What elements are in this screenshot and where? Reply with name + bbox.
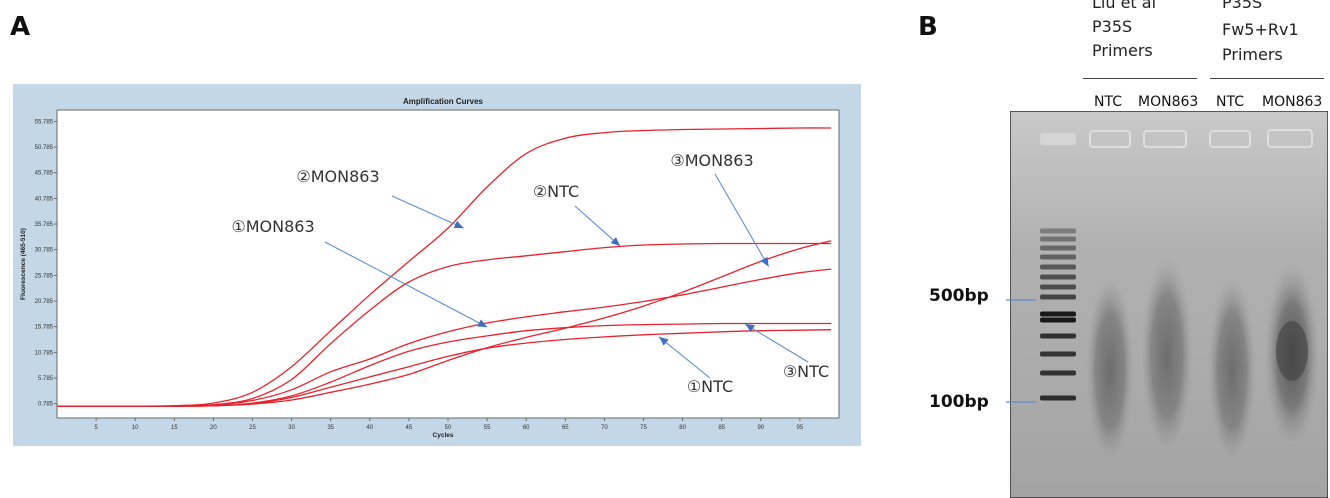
x-tick-label: 30 [288, 425, 295, 431]
lane-label-ntc-2: NTC [1216, 94, 1244, 110]
ladder-band [1040, 294, 1076, 300]
ladder-band [1040, 395, 1076, 401]
agarose-gel-image [1010, 111, 1328, 498]
ladder-band [1040, 264, 1076, 270]
y-tick-label: 20.785 [35, 299, 54, 305]
chart-title: Amplification Curves [403, 97, 484, 106]
annotation-arrow-line [744, 323, 809, 363]
annotation-arrowhead [477, 319, 488, 328]
smear-lane-1 [1086, 266, 1134, 456]
lane-label-mon863-1: MON863 [1138, 94, 1199, 110]
group1-header-line2: P35S [1092, 17, 1133, 36]
well-3 [1209, 130, 1251, 148]
annotation-label: ③NTC [783, 362, 829, 381]
ladder-band [1040, 245, 1076, 251]
y-tick-label: 10.785 [35, 350, 54, 356]
y-tick-label: 0.785 [38, 402, 54, 408]
ladder-band [1040, 351, 1076, 357]
ladder-band [1040, 370, 1076, 376]
x-tick-label: 85 [718, 425, 725, 431]
plot-area [56, 109, 840, 419]
annotation-arrowhead [610, 237, 621, 247]
group1-rule [1083, 78, 1197, 79]
y-tick-label: 50.785 [35, 145, 54, 151]
y-tick-label: 25.785 [35, 273, 54, 279]
annotation-arrowhead [745, 324, 755, 333]
annotation-label: ①MON863 [231, 217, 314, 236]
group1-header-line1: Liu et al [1092, 0, 1157, 12]
x-tick-label: 50 [445, 425, 452, 431]
x-tick-label: 15 [171, 425, 178, 431]
x-tick-label: 65 [562, 425, 569, 431]
y-tick-label: 5.785 [38, 376, 54, 382]
x-tick-label: 10 [132, 425, 139, 431]
ladder-label-500bp: 500bp [929, 286, 989, 306]
y-tick-label: 15.785 [35, 325, 54, 331]
ladder-band [1040, 254, 1076, 260]
smear-lane-4-core [1276, 321, 1308, 381]
x-tick-label: 5 [94, 425, 98, 431]
annotation-arrow-line [324, 241, 488, 328]
ladder-band [1040, 284, 1076, 290]
smear-lane-3 [1208, 266, 1256, 456]
lane-label-mon863-2: MON863 [1262, 94, 1323, 110]
ladder-band [1040, 236, 1076, 242]
annotation-label: ②MON863 [296, 167, 379, 186]
x-tick-label: 55 [484, 425, 491, 431]
x-tick-label: 60 [523, 425, 530, 431]
well-1 [1089, 130, 1131, 148]
y-tick-label: 30.785 [35, 248, 54, 254]
annotation-label: ③MON863 [670, 151, 753, 170]
y-tick-label: 55.785 [35, 119, 54, 125]
group2-header-line3: Primers [1222, 45, 1283, 64]
amplification-curve-6 [57, 240, 832, 407]
x-tick-label: 25 [249, 425, 256, 431]
dna-ladder [1040, 228, 1076, 401]
ladder-well [1040, 133, 1076, 145]
ladder-band [1040, 311, 1076, 317]
panel-b-label: B [918, 12, 938, 42]
x-tick-label: 90 [757, 425, 764, 431]
smear-lane-2 [1141, 246, 1193, 446]
panel-a-label: A [10, 12, 31, 42]
annotation-arrow-line [391, 195, 464, 229]
group2-rule [1210, 78, 1324, 79]
x-tick-label: 75 [640, 425, 647, 431]
x-tick-label: 80 [679, 425, 686, 431]
ladder-band [1040, 333, 1076, 339]
ladder-pointer-lines [1006, 299, 1036, 403]
annotation-arrowhead [659, 336, 669, 346]
x-axis-label: Cycles [433, 432, 454, 439]
x-tick-label: 70 [601, 425, 608, 431]
well-4 [1267, 129, 1313, 148]
annotation-arrowhead [760, 256, 769, 267]
x-tick-label: 35 [327, 425, 334, 431]
group1-header-line3: Primers [1092, 41, 1153, 60]
ladder-band [1040, 317, 1076, 323]
x-tick-label: 95 [797, 425, 804, 431]
y-tick-label: 40.785 [35, 196, 54, 202]
y-tick-label: 45.785 [35, 171, 54, 177]
x-tick-label: 40 [366, 425, 373, 431]
ladder-band [1040, 228, 1076, 234]
group2-header-line1: P35S [1222, 0, 1263, 12]
lane-label-ntc-1: NTC [1094, 94, 1122, 110]
amplification-curves-chart: Amplification Curves Cycles Fluorescence… [13, 84, 861, 446]
y-tick-label: 35.785 [35, 222, 54, 228]
x-tick-label: 45 [406, 425, 413, 431]
annotation-arrowhead [453, 220, 464, 229]
annotation-label: ②NTC [533, 182, 579, 201]
annotation-arrow-line [658, 336, 711, 379]
well-2 [1143, 130, 1187, 148]
group2-header-line2: Fw5+Rv1 [1222, 20, 1299, 39]
x-tick-label: 20 [210, 425, 217, 431]
ladder-label-100bp: 100bp [929, 392, 989, 412]
annotation-arrow-line [574, 205, 621, 247]
ladder-band [1040, 274, 1076, 280]
y-axis-label: Fluorescence (465-510) [20, 228, 27, 300]
annotation-arrow-line [714, 173, 770, 267]
annotation-label: ①NTC [687, 377, 733, 396]
